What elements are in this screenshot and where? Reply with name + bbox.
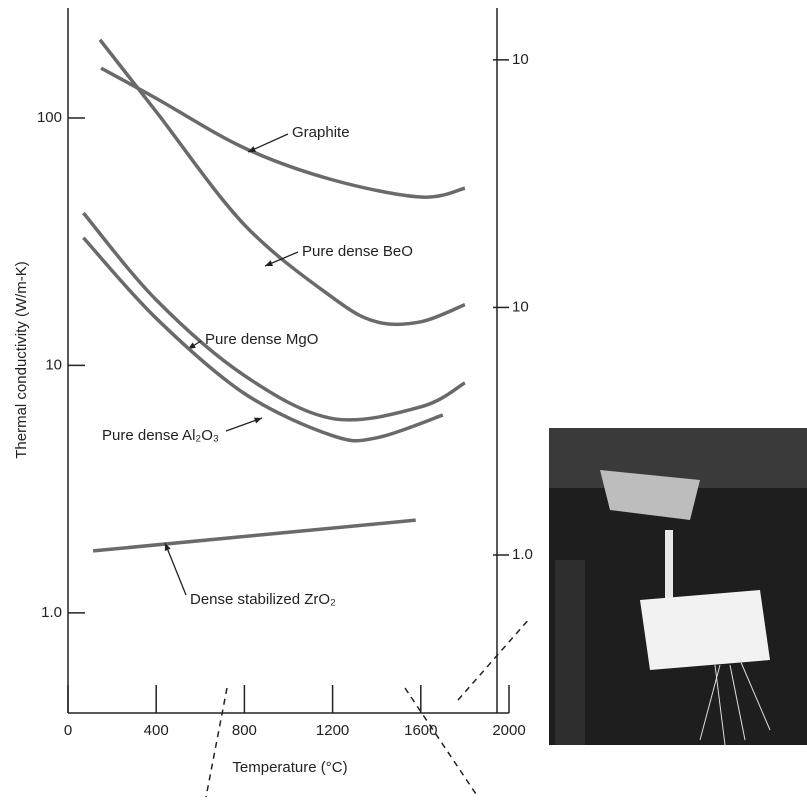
arrow-head bbox=[254, 417, 262, 424]
y-tick-label: 1.0 bbox=[41, 604, 62, 621]
x-tick-label: 2000 bbox=[492, 722, 525, 739]
y-tick-label: 100 bbox=[37, 109, 62, 126]
curve-label: Graphite bbox=[292, 124, 350, 141]
curve-label: Pure dense Al₂O₃ bbox=[102, 427, 219, 444]
y2-tick-label: 10 bbox=[512, 51, 529, 68]
x-axis-label: Temperature (°C) bbox=[232, 759, 347, 776]
x-tick-label: 1600 bbox=[404, 722, 437, 739]
series-line bbox=[82, 236, 444, 443]
arrow-head bbox=[188, 342, 196, 349]
pointer-arrows bbox=[205, 617, 531, 798]
series-line bbox=[82, 211, 466, 422]
arrow-head bbox=[265, 260, 273, 266]
y-tick-label: 10 bbox=[45, 356, 62, 373]
series-line bbox=[92, 518, 416, 553]
label-arrow bbox=[164, 542, 187, 596]
series-line bbox=[98, 38, 466, 327]
arrow-head bbox=[164, 543, 171, 551]
x-tick-label: 800 bbox=[232, 722, 257, 739]
x-tick-label: 0 bbox=[64, 722, 72, 739]
photo bbox=[549, 428, 807, 746]
arrow-head bbox=[248, 146, 256, 152]
y-axis-label: Thermal conductivity (W/m-K) bbox=[13, 261, 30, 459]
x-tick-label: 1200 bbox=[316, 722, 349, 739]
y2-tick-label: 1.0 bbox=[512, 546, 533, 563]
curve-label: Pure dense MgO bbox=[205, 331, 318, 348]
x-tick-label: 400 bbox=[144, 722, 169, 739]
y2-tick-label: 10 bbox=[512, 298, 529, 315]
curve-label: Dense stabilized ZrO₂ bbox=[190, 591, 336, 608]
curve-label: Pure dense BeO bbox=[302, 243, 413, 260]
series-line bbox=[100, 66, 466, 199]
